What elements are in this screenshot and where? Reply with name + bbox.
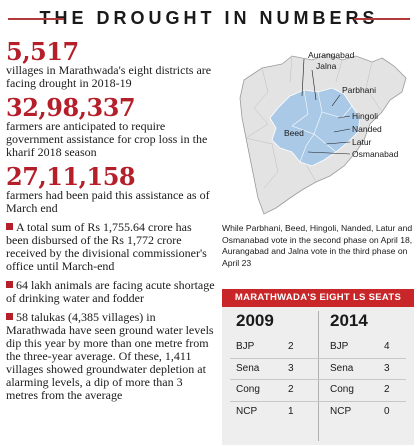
label-latur: Latur (352, 137, 372, 147)
party-2009: Sena (236, 362, 260, 374)
title-rule-right (354, 18, 410, 20)
label-beed: Beed (284, 128, 304, 138)
column-divider (318, 311, 319, 441)
stat-value: 27,11,158 (6, 162, 136, 191)
leader-jalna (311, 69, 317, 101)
party-2014: BJP (330, 341, 349, 352)
leader-latur (325, 141, 351, 145)
seats-row: BJP 2 BJP 4 (222, 337, 414, 359)
bullet-item: 58 talukas (4,385 villages) in Marathwad… (6, 311, 216, 402)
bullet-item: 64 lakh animals are facing acute shortag… (6, 279, 216, 305)
bullet-text: 58 talukas (4,385 villages) in Marathwad… (6, 310, 214, 402)
seats-2009: 2 (288, 341, 294, 352)
label-parbhani: Parbhani (342, 85, 376, 95)
stat-text: villages in Marathwada's eight districts… (6, 63, 212, 90)
square-bullet-icon (6, 223, 13, 230)
seats-row: Cong 2 Cong 2 (222, 380, 414, 402)
stats-column: 5,517 villages in Marathwada's eight dis… (6, 40, 216, 408)
party-2014: Sena (330, 362, 354, 374)
marathwada-map: Aurangabad Jalna Parbhani Beed Hingoli N… (232, 48, 412, 218)
leader-osmanabad (307, 151, 351, 155)
seats-row: Sena 3 Sena 3 (222, 359, 414, 380)
bullet-text: 64 lakh animals are facing acute shortag… (6, 278, 215, 305)
bullet-item: A total sum of Rs 1,755.64 crore has bee… (6, 221, 216, 273)
label-osmanabad: Osmanabad (352, 149, 399, 159)
label-jalna: Jalna (316, 61, 337, 71)
seats-2009: 3 (288, 362, 294, 374)
party-2014: Cong (330, 384, 354, 395)
stat-text: farmers are anticipated to require gover… (6, 119, 208, 159)
marathwada-district-borders (291, 89, 353, 163)
years-row: 2009 2014 (222, 307, 414, 337)
seats-2014: 3 (384, 362, 390, 374)
marathwada-region (269, 87, 361, 167)
maharashtra-map-svg: Aurangabad Jalna Parbhani Beed Hingoli N… (239, 50, 407, 215)
label-nanded: Nanded (352, 124, 382, 134)
square-bullet-icon (6, 281, 13, 288)
row-divider (230, 400, 406, 402)
district-borders (245, 55, 383, 189)
leader-aurangabad (301, 58, 305, 97)
stat-value: 32,98,337 (6, 93, 136, 122)
bullet-text: A total sum of Rs 1,755.64 crore has bee… (6, 220, 207, 273)
seats-2014: 0 (384, 405, 390, 417)
year-2014: 2014 (330, 311, 368, 330)
title-text: THE DROUGHT IN NUMBERS (39, 8, 379, 28)
party-2014: NCP (330, 405, 352, 417)
leader-hingoli (337, 115, 351, 119)
row-divider (230, 379, 406, 380)
row-divider (230, 357, 406, 359)
title-rule-left (8, 18, 64, 20)
stat-farmers-anticipated: 32,98,337 farmers are anticipated to req… (6, 96, 216, 159)
leader-nanded (333, 128, 351, 133)
seats-header: MARATHWADA'S EIGHT LS SEATS (222, 289, 414, 307)
stat-villages: 5,517 villages in Marathwada's eight dis… (6, 40, 216, 90)
stat-value: 5,517 (6, 37, 79, 66)
party-2009: BJP (236, 341, 255, 352)
seats-2009: 2 (288, 384, 294, 395)
party-2009: Cong (236, 384, 260, 395)
seats-2014: 4 (384, 341, 390, 352)
stat-text: farmers had been paid this assistance as… (6, 188, 210, 215)
label-hingoli: Hingoli (352, 111, 378, 121)
seats-row: NCP 1 NCP 0 (222, 402, 414, 424)
label-aurangabad: Aurangabad (308, 50, 355, 60)
stat-farmers-paid: 27,11,158 farmers had been paid this ass… (6, 165, 216, 215)
year-2009: 2009 (236, 311, 274, 330)
square-bullet-icon (6, 313, 13, 320)
party-2009: NCP (236, 405, 258, 417)
page-title: THE DROUGHT IN NUMBERS (0, 0, 418, 29)
seats-2009: 1 (288, 405, 294, 417)
map-caption: While Parbhani, Beed, Hingoli, Nanded, L… (222, 223, 413, 268)
ls-seats-table: MARATHWADA'S EIGHT LS SEATS 2009 2014 BJ… (222, 289, 414, 445)
seats-rows: BJP 2 BJP 4 Sena 3 Sena 3 Cong 2 Cong 2 … (222, 337, 414, 423)
leader-parbhani (331, 94, 341, 107)
seats-2014: 2 (384, 384, 390, 395)
